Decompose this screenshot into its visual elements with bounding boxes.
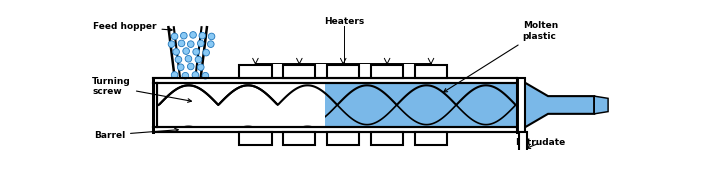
Bar [325, 83, 517, 127]
Circle shape [202, 72, 209, 79]
Bar [327, 131, 360, 145]
Bar [327, 65, 360, 78]
Circle shape [208, 33, 215, 40]
Bar [371, 131, 403, 145]
Circle shape [188, 63, 194, 70]
Circle shape [197, 64, 204, 71]
Circle shape [199, 32, 206, 39]
Circle shape [175, 56, 182, 63]
Circle shape [171, 33, 178, 40]
Circle shape [171, 72, 178, 78]
Circle shape [183, 48, 190, 54]
Circle shape [203, 49, 209, 56]
Text: Molten
plastic: Molten plastic [443, 21, 558, 92]
Bar [283, 131, 316, 145]
Text: Extrudate: Extrudate [515, 138, 565, 149]
Polygon shape [594, 96, 608, 114]
Circle shape [178, 64, 184, 71]
Circle shape [185, 55, 192, 62]
Circle shape [182, 72, 189, 79]
Circle shape [207, 41, 214, 47]
Text: Turning
screw: Turning screw [92, 77, 192, 102]
Circle shape [168, 41, 175, 47]
Text: Barrel: Barrel [94, 128, 178, 140]
Bar [239, 65, 271, 78]
Bar [371, 65, 403, 78]
Circle shape [178, 40, 185, 47]
Text: Heaters: Heaters [324, 17, 364, 26]
Bar [159, 105, 325, 125]
Circle shape [180, 32, 187, 39]
Circle shape [188, 41, 194, 47]
Circle shape [197, 40, 204, 47]
Text: Feed hopper: Feed hopper [93, 22, 172, 32]
Bar [239, 131, 271, 145]
Bar [415, 131, 447, 145]
Bar [519, 132, 527, 153]
Bar [283, 65, 316, 78]
Circle shape [192, 72, 199, 78]
Circle shape [190, 32, 197, 38]
Bar [415, 65, 447, 78]
Circle shape [193, 49, 200, 55]
Circle shape [173, 49, 180, 55]
Bar [517, 78, 525, 132]
Polygon shape [525, 83, 594, 127]
Circle shape [195, 56, 202, 63]
